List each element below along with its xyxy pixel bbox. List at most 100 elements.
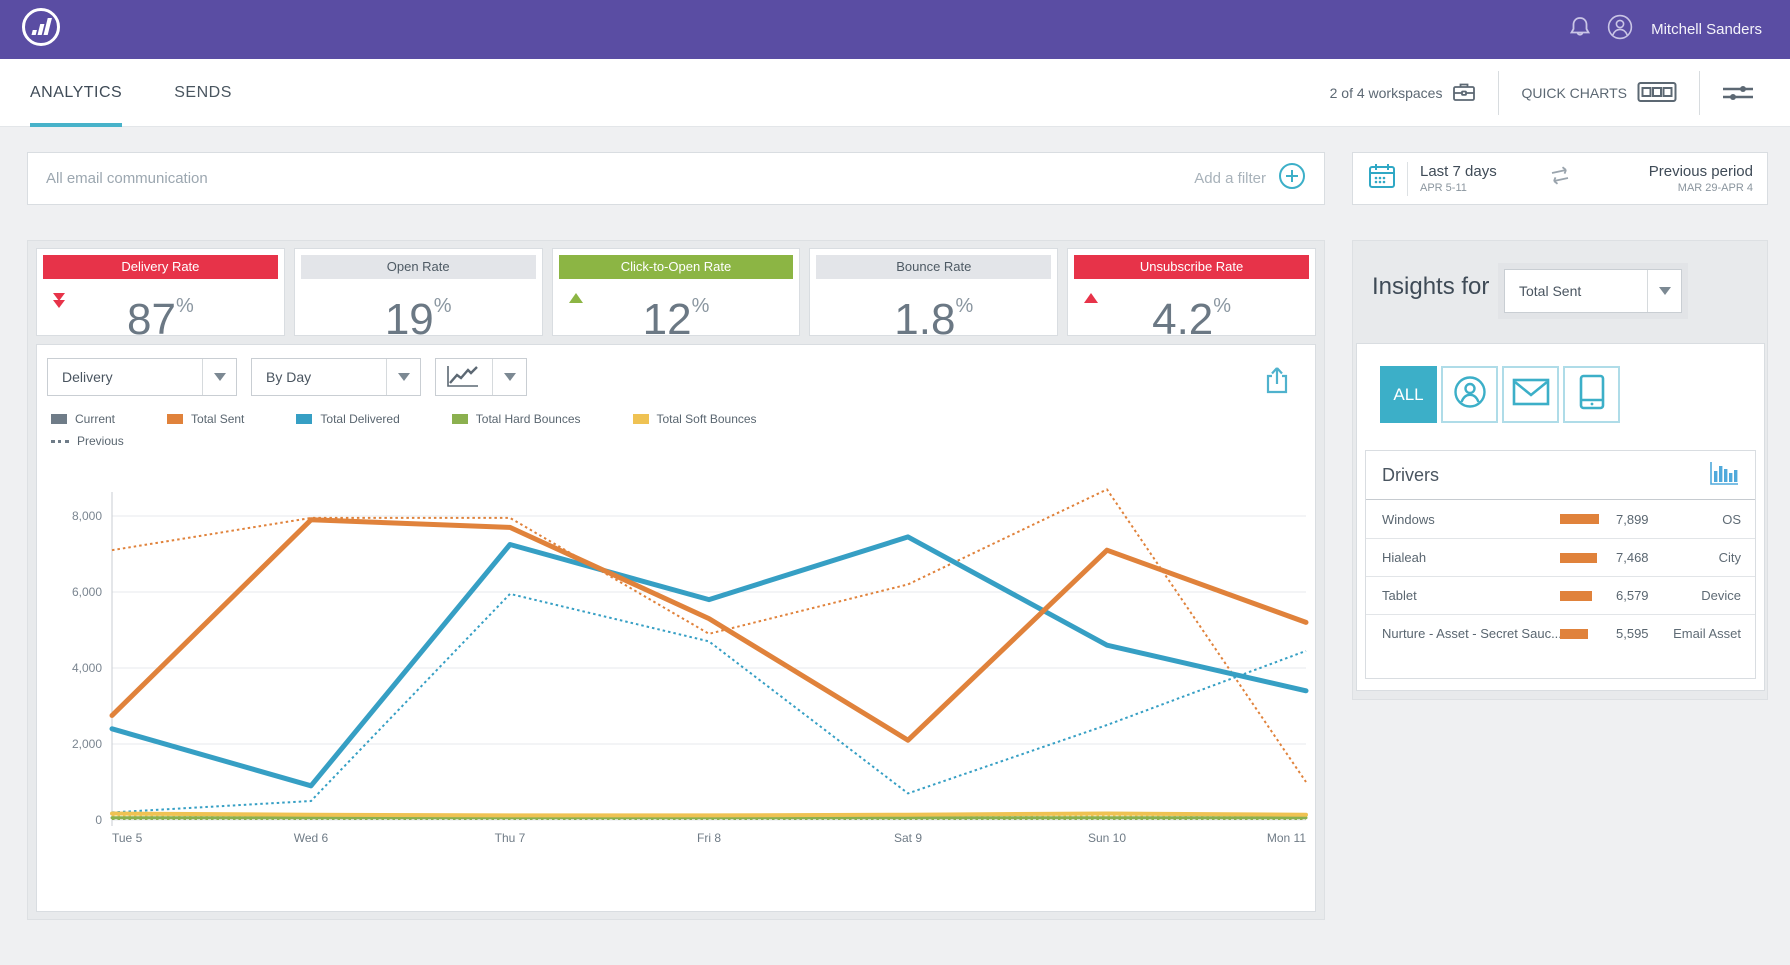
- y-tick-label: 2,000: [72, 737, 102, 751]
- y-tick-label: 6,000: [72, 585, 102, 599]
- driver-bar: [1560, 552, 1597, 563]
- legend-item-total-hard-bounces[interactable]: Total Hard Bounces: [451, 412, 581, 426]
- trend-up-icon: [1084, 293, 1099, 303]
- series-line-total-soft-bounces-current[interactable]: [110, 811, 1308, 818]
- filter-device-button[interactable]: [1563, 366, 1620, 423]
- kpi-card-click-to-open-rate[interactable]: Click-to-Open Rate 12%: [551, 248, 801, 344]
- driver-bar: [1560, 590, 1592, 601]
- driver-value: 6,579: [1616, 588, 1649, 603]
- kpi-card-bounce-rate[interactable]: Bounce Rate 1.8%: [809, 248, 1059, 344]
- grouping-dropdown[interactable]: By Day: [251, 358, 421, 396]
- driver-bar: [1560, 514, 1599, 524]
- tab-analytics[interactable]: ANALYTICS: [30, 59, 123, 127]
- tab-sends[interactable]: SENDS: [174, 84, 232, 101]
- export-icon[interactable]: [1263, 365, 1291, 400]
- metric-dropdown[interactable]: Delivery: [47, 358, 237, 396]
- x-tick-label: Wed 6: [294, 831, 329, 845]
- legend-item-total-soft-bounces[interactable]: Total Soft Bounces: [632, 412, 757, 426]
- series-line-total-delivered-current[interactable]: [109, 534, 1309, 789]
- chart-type-dropdown[interactable]: [435, 358, 527, 396]
- driver-name: Hialeah: [1382, 550, 1427, 565]
- kpi-card-delivery-rate[interactable]: Delivery Rate 87%: [36, 248, 285, 344]
- driver-name: Windows: [1382, 511, 1435, 527]
- drivers-title: Drivers: [1382, 464, 1439, 485]
- driver-value: 7,468: [1616, 550, 1649, 565]
- legend-label: Total Hard Bounces: [475, 412, 581, 426]
- x-tick-label: Thu 7: [495, 831, 526, 845]
- compare-swap-icon: [1549, 164, 1571, 193]
- kpi-card-open-rate[interactable]: Open Rate 19%: [293, 248, 543, 344]
- insights-filters: ALL: [1380, 366, 1620, 423]
- top-bar: Mitchell Sanders: [0, 0, 1790, 59]
- x-tick-label: Fri 8: [697, 831, 721, 845]
- nav-bar: ANALYTICS SENDS 2 of 4 workspaces QUICK …: [0, 59, 1790, 127]
- filter-email-button[interactable]: [1502, 366, 1559, 423]
- kpi-value: 87%: [127, 295, 194, 344]
- kpi-card-unsubscribe-rate[interactable]: Unsubscribe Rate 4.2%: [1067, 248, 1316, 344]
- notifications-bell-icon[interactable]: [1569, 15, 1591, 44]
- marketo-logo-icon[interactable]: [20, 6, 62, 53]
- driver-name: Tablet: [1382, 588, 1417, 603]
- legend-label: Current: [75, 412, 116, 426]
- insights-title: Insights for: [1372, 273, 1490, 300]
- legend-label: Total Soft Bounces: [656, 412, 757, 426]
- chart-card: Delivery By Day: [36, 344, 1316, 912]
- grouping-dropdown-value: By Day: [266, 369, 312, 385]
- series-line-total-sent-current[interactable]: [109, 517, 1309, 743]
- user-avatar-icon[interactable]: [1607, 14, 1633, 45]
- driver-category: OS: [1722, 511, 1741, 527]
- kpi-label: Click-to-Open Rate: [558, 255, 794, 279]
- envelope-icon: [1512, 377, 1550, 412]
- kpi-row: Delivery Rate 87% Open Rate 19% Click-to…: [36, 248, 1316, 344]
- kpi-value: 19%: [384, 295, 452, 344]
- legend-item-total-delivered[interactable]: Total Delivered: [296, 412, 400, 426]
- driver-name: Nurture - Asset - Secret Sauc...: [1382, 626, 1560, 641]
- legend-swatch: [451, 414, 468, 424]
- x-tick-label: Sun 10: [1088, 831, 1126, 845]
- add-filter-plus-icon: [1278, 162, 1306, 195]
- drivers-card: Drivers Windows: [1365, 450, 1756, 679]
- quick-charts-button[interactable]: QUICK CHARTS: [1498, 71, 1699, 115]
- legend-swatch: [51, 414, 67, 424]
- series-line-total-sent-previous[interactable]: [111, 488, 1307, 783]
- driver-row-nurture-asset[interactable]: Nurture - Asset - Secret Sauc... 5,595 E…: [1366, 614, 1755, 652]
- driver-row-hialeah[interactable]: Hialeah 7,468 City: [1366, 538, 1755, 576]
- kpi-label: Delivery Rate: [43, 255, 278, 279]
- metric-dropdown-value: Delivery: [62, 369, 113, 385]
- driver-category: Device: [1701, 588, 1741, 603]
- main-panel: Delivery Rate 87% Open Rate 19% Click-to…: [27, 240, 1325, 920]
- legend-item-total-sent[interactable]: Total Sent: [167, 412, 244, 426]
- legend-item-previous[interactable]: Previous: [51, 434, 124, 448]
- kpi-value: 12%: [642, 295, 710, 344]
- filter-bar[interactable]: All email communication Add a filter: [27, 152, 1325, 205]
- y-tick-label: 0: [95, 813, 102, 827]
- legend-swatch: [632, 414, 649, 424]
- legend-swatch: [296, 414, 313, 424]
- add-filter-button[interactable]: Add a filter: [1194, 162, 1306, 195]
- filter-scope-label: All email communication: [46, 170, 208, 187]
- kpi-value: 1.8%: [894, 295, 974, 344]
- line-chart-plot: 0 2,000 4,000 6,000 8,000 Tue 5 Wed 6 Thu 7 Fri …: [37, 475, 1317, 875]
- briefcase-icon: [1452, 81, 1476, 106]
- legend-item-current[interactable]: Current: [51, 412, 115, 426]
- filter-all-button[interactable]: ALL: [1380, 366, 1437, 423]
- filter-people-button[interactable]: [1441, 366, 1498, 423]
- workspaces-label: 2 of 4 workspaces: [1329, 85, 1443, 101]
- bar-chart-icon[interactable]: [1709, 461, 1739, 490]
- chart-legend: Current Total Sent Total Delivered Total…: [51, 409, 757, 451]
- date-range-label: Last 7 days: [1420, 163, 1497, 180]
- compare-period-dates: MAR 29-APR 4: [1677, 182, 1753, 194]
- driver-row-windows[interactable]: Windows 7,899 OS: [1366, 500, 1755, 538]
- user-name[interactable]: Mitchell Sanders: [1651, 21, 1762, 38]
- settings-sliders-icon[interactable]: [1699, 71, 1776, 115]
- date-range-panel[interactable]: Last 7 days APR 5-11 Previous period MAR…: [1352, 152, 1768, 205]
- driver-row-tablet[interactable]: Tablet 6,579 Device: [1366, 576, 1755, 614]
- line-chart-icon: [436, 364, 492, 391]
- kpi-label: Unsubscribe Rate: [1074, 255, 1309, 279]
- series-line-total-delivered-previous[interactable]: [111, 592, 1307, 814]
- driver-category: City: [1718, 550, 1741, 565]
- insights-metric-dropdown[interactable]: Total Sent: [1498, 263, 1688, 319]
- workspaces-selector[interactable]: 2 of 4 workspaces: [1308, 71, 1499, 115]
- kpi-value: 4.2%: [1152, 295, 1232, 344]
- driver-value: 7,899: [1616, 511, 1649, 527]
